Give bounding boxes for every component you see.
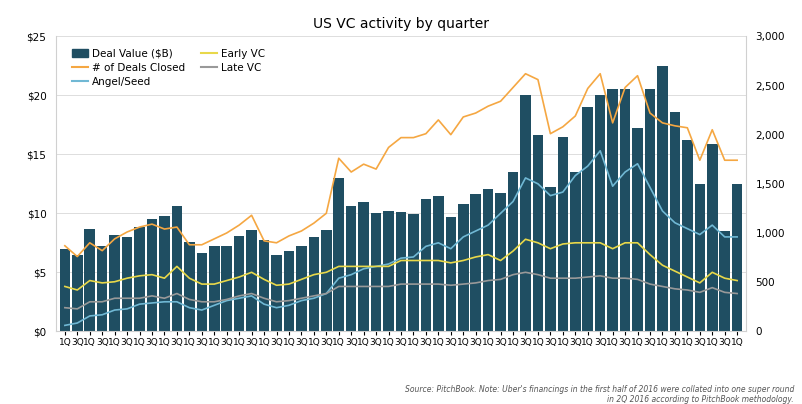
Bar	[620, 89, 630, 331]
Bar	[645, 89, 655, 331]
Bar	[533, 135, 543, 331]
Bar	[483, 189, 493, 331]
Bar	[134, 227, 145, 331]
Bar	[172, 206, 182, 331]
Bar	[72, 255, 83, 331]
Bar	[196, 253, 207, 331]
Bar	[520, 95, 531, 331]
Bar	[271, 255, 282, 331]
Text: Source: PitchBook. Note: Uber's financings in the first half of 2016 were collat: Source: PitchBook. Note: Uber's financin…	[404, 385, 794, 404]
Bar	[670, 112, 680, 331]
Bar	[732, 184, 743, 331]
Bar	[719, 231, 730, 331]
Bar	[284, 251, 294, 331]
Bar	[147, 219, 157, 331]
Bar	[408, 215, 419, 331]
Bar	[334, 178, 344, 331]
Bar	[234, 236, 245, 331]
Bar	[59, 249, 70, 331]
Bar	[570, 172, 581, 331]
Bar	[471, 194, 481, 331]
Bar	[383, 211, 394, 331]
Bar	[557, 137, 568, 331]
Bar	[445, 217, 456, 331]
Bar	[246, 230, 257, 331]
Title: US VC activity by quarter: US VC activity by quarter	[313, 17, 489, 31]
Bar	[496, 193, 506, 331]
Bar	[657, 66, 668, 331]
Bar	[84, 229, 95, 331]
Bar	[346, 206, 357, 331]
Bar	[545, 187, 556, 331]
Bar	[221, 246, 232, 331]
Bar	[97, 246, 107, 331]
Legend: Deal Value ($B), # of Deals Closed, Angel/Seed, Early VC, Late VC: Deal Value ($B), # of Deals Closed, Ange…	[68, 44, 269, 91]
Bar	[433, 196, 444, 331]
Bar	[582, 107, 593, 331]
Bar	[209, 246, 220, 331]
Bar	[358, 202, 369, 331]
Bar	[159, 216, 170, 331]
Bar	[632, 128, 643, 331]
Bar	[309, 237, 319, 331]
Bar	[458, 204, 468, 331]
Bar	[259, 240, 269, 331]
Bar	[371, 213, 382, 331]
Bar	[296, 246, 306, 331]
Bar	[595, 95, 606, 331]
Bar	[607, 89, 618, 331]
Bar	[508, 172, 518, 331]
Bar	[321, 230, 331, 331]
Bar	[707, 144, 718, 331]
Bar	[395, 212, 407, 331]
Bar	[682, 140, 693, 331]
Bar	[420, 199, 431, 331]
Bar	[109, 235, 120, 331]
Bar	[695, 184, 705, 331]
Bar	[184, 242, 195, 331]
Bar	[122, 237, 132, 331]
